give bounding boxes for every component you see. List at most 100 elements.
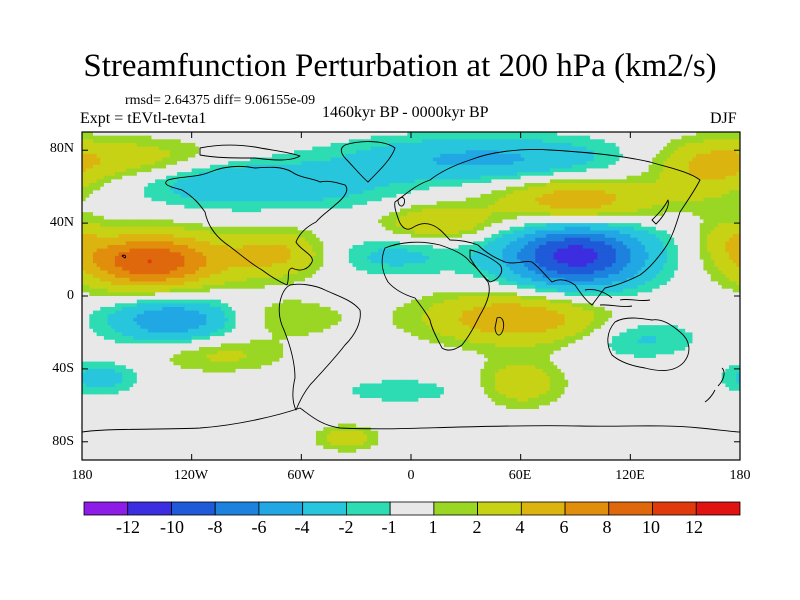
field-cell xyxy=(714,208,719,213)
field-cell xyxy=(633,215,639,220)
field-cell xyxy=(392,153,397,158)
field-cell xyxy=(407,161,412,166)
field-cell xyxy=(100,201,105,206)
field-cell xyxy=(103,197,108,202)
field-cell xyxy=(699,190,704,195)
field-cell xyxy=(301,204,306,209)
field-cell xyxy=(568,168,573,173)
field-cell xyxy=(345,139,350,144)
field-cell xyxy=(571,197,576,202)
field-cell xyxy=(301,150,306,155)
field-cell xyxy=(82,164,87,169)
field-cell xyxy=(411,164,416,169)
field-cell xyxy=(363,164,368,169)
field-cell xyxy=(92,223,98,228)
field-cell xyxy=(619,193,624,198)
field-cell xyxy=(721,150,726,155)
field-cell xyxy=(418,197,423,202)
field-cell xyxy=(725,190,730,195)
field-cell xyxy=(129,150,134,155)
field-cell xyxy=(301,223,306,228)
field-cell xyxy=(220,132,225,137)
field-cell xyxy=(447,230,452,235)
field-cell xyxy=(590,168,595,173)
field-cell xyxy=(297,197,302,202)
field-cell xyxy=(670,186,675,191)
field-cell xyxy=(206,215,211,220)
field-cell xyxy=(685,157,690,162)
field-cell xyxy=(513,201,518,206)
field-cell xyxy=(575,201,580,206)
field-cell xyxy=(436,190,441,195)
field-cell xyxy=(378,226,383,231)
field-cell xyxy=(601,153,606,158)
field-cell xyxy=(469,183,474,188)
field-cell xyxy=(546,161,551,166)
field-cell xyxy=(421,168,427,173)
field-cell xyxy=(473,183,478,188)
field-cell xyxy=(224,132,229,137)
field-cell xyxy=(714,132,719,137)
field-cell xyxy=(304,157,310,162)
field-cell xyxy=(641,157,646,162)
field-cell xyxy=(308,132,313,137)
field-cell xyxy=(118,215,123,220)
field-cell xyxy=(601,219,606,224)
field-cell xyxy=(184,153,189,158)
field-cell xyxy=(476,179,481,184)
field-cell xyxy=(418,230,423,235)
field-cell xyxy=(710,201,715,206)
field-cell xyxy=(392,193,397,198)
field-cell xyxy=(498,153,503,158)
field-cell xyxy=(473,157,478,162)
field-cell xyxy=(231,168,236,173)
field-cell xyxy=(462,215,467,220)
field-cell xyxy=(264,183,269,188)
field-cell xyxy=(363,230,368,235)
field-cell xyxy=(363,186,368,191)
field-cell xyxy=(487,168,492,173)
field-cell xyxy=(191,208,196,213)
field-cell xyxy=(202,135,207,140)
field-cell xyxy=(407,212,412,217)
field-cell xyxy=(330,223,335,228)
field-cell xyxy=(696,183,701,188)
field-cell xyxy=(443,186,448,191)
field-cell xyxy=(721,186,726,191)
field-cell xyxy=(352,208,357,213)
field-cell xyxy=(279,230,284,235)
field-cell xyxy=(352,223,357,228)
field-cell xyxy=(564,139,569,144)
field-cell xyxy=(111,168,116,173)
field-cell xyxy=(264,201,269,206)
field-cell xyxy=(509,153,514,158)
field-cell xyxy=(290,212,295,217)
field-cell xyxy=(476,168,481,173)
field-cell xyxy=(623,190,628,195)
field-cell xyxy=(301,212,306,217)
field-cell xyxy=(374,212,379,217)
field-cell xyxy=(571,193,576,198)
field-cell xyxy=(217,135,222,140)
field-cell xyxy=(531,193,536,198)
field-cell xyxy=(432,168,437,173)
field-cell xyxy=(381,150,386,155)
field-cell xyxy=(462,142,467,147)
field-cell xyxy=(509,193,514,198)
field-cell xyxy=(206,157,211,162)
field-cell xyxy=(272,190,277,195)
field-cell xyxy=(297,223,302,228)
field-cell xyxy=(356,146,361,151)
field-cell xyxy=(630,197,635,202)
field-cell xyxy=(546,190,551,195)
field-cell xyxy=(82,230,87,235)
field-cell xyxy=(421,157,427,162)
field-cell xyxy=(231,139,236,144)
field-cell xyxy=(184,212,189,217)
field-cell xyxy=(89,193,94,198)
field-cell xyxy=(425,230,430,235)
field-cell xyxy=(546,168,551,173)
field-cell xyxy=(670,226,675,231)
field-cell xyxy=(378,190,383,195)
field-cell xyxy=(571,201,576,206)
